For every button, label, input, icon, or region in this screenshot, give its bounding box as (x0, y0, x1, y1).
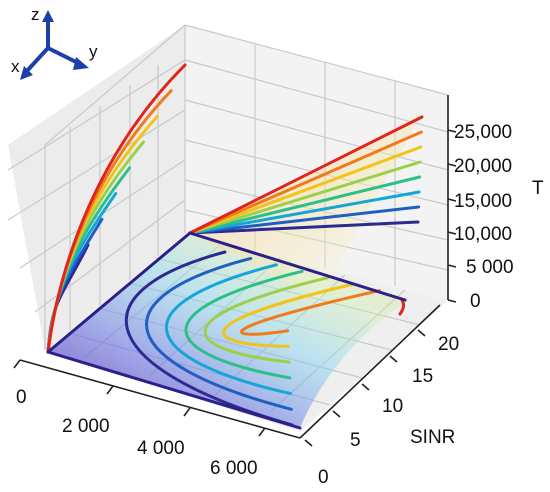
x-tick-label-2: 4 000 (137, 438, 185, 459)
z-tick-mark-2 (447, 231, 457, 235)
y-tick-label-1: 5 (350, 430, 361, 451)
gizmo-z-head (42, 10, 54, 22)
right-wall-curve-0 (188, 220, 420, 235)
right-wall-curve-1 (188, 205, 421, 235)
x-tick-mark-3 (258, 427, 266, 437)
curves (46, 63, 424, 430)
y-tick-label-4: 20 (438, 334, 459, 355)
tick-labels: 0 2 000 4 000 6 000 0 5 10 15 20 0 5 000… (16, 122, 514, 488)
floor-curve-3 (184, 269, 304, 380)
z-tick-mark-0 (447, 299, 457, 303)
y-axis-line (299, 304, 441, 439)
y-tick-mark-4 (417, 329, 426, 337)
right-wall-curve-2 (188, 190, 421, 235)
z-tick-label-2: 10,000 (454, 224, 512, 245)
gizmo-x-label: x (11, 57, 20, 76)
y-tick-mark-3 (389, 355, 398, 363)
surface-wall (190, 115, 420, 300)
gizmo-z-label: z (31, 5, 40, 24)
left-wall-curve-7 (46, 63, 187, 354)
x-tick-mark-2 (183, 407, 191, 417)
x-tick-mark-0 (13, 359, 21, 369)
x-tick-label-1: 2 000 (62, 416, 110, 437)
gizmo-y-arrow (47, 46, 81, 66)
grid-left-h2 (7, 109, 186, 221)
y-tick-label-0: 0 (318, 467, 329, 488)
grid-left-h1 (7, 59, 186, 171)
floor-curve-0 (124, 250, 294, 427)
gizmo-x-arrow (24, 46, 50, 74)
floor-curve-4 (203, 276, 330, 364)
surface-front-edge (46, 350, 302, 430)
right-wall-curve-3 (188, 175, 422, 235)
grid-right-h1 (184, 59, 449, 133)
z-tick-mark-1 (447, 264, 457, 268)
z-tick-label-3: 15,000 (454, 191, 512, 212)
x-axis-line (19, 359, 301, 439)
right-wall-curve-7 (188, 115, 424, 235)
z-tick-mark-5 (447, 129, 457, 133)
grid-top-right-edge (184, 24, 449, 96)
right-wall-curve-5 (188, 145, 423, 235)
x-tick-label-0: 0 (16, 387, 27, 408)
right-wall-curve-4 (188, 160, 422, 235)
z-axis-label: T (532, 178, 544, 199)
x-tick-label-3: 6 000 (210, 458, 258, 479)
floor-curve-1 (145, 256, 293, 411)
z-tick-label-5: 25,000 (454, 122, 512, 143)
y-tick-mark-0 (304, 439, 313, 447)
z-tick-label-0: 0 (470, 291, 481, 312)
floor-curve-7 (398, 298, 405, 316)
floor-curve-5 (222, 282, 356, 348)
z-tick-mark-4 (447, 163, 457, 167)
z-tick-label-1: 5 000 (466, 257, 514, 278)
z-tick-label-4: 20,000 (454, 156, 512, 177)
y-axis-label: SINR (410, 427, 455, 448)
grid-right-h2 (184, 99, 449, 171)
surface-left-edge (46, 231, 192, 354)
x-tick-mark-1 (106, 385, 114, 395)
surface-top-edge (188, 231, 407, 302)
y-tick-mark-2 (361, 383, 370, 391)
floor-curve-2 (165, 263, 293, 396)
gizmo-x-head (20, 66, 33, 80)
grid-top-left-edge (44, 24, 186, 146)
y-tick-label-3: 15 (412, 366, 433, 387)
gizmo-y-head (73, 57, 89, 70)
y-tick-label-2: 10 (382, 396, 403, 417)
gizmo-y-label: y (89, 42, 98, 61)
z-tick-mark-3 (447, 198, 457, 202)
floor-curve-6 (240, 289, 381, 336)
right-wall-curve-6 (188, 130, 423, 235)
tick-marks (13, 129, 457, 447)
orientation-gizmo: z x y (11, 5, 98, 80)
y-tick-mark-1 (332, 410, 341, 418)
axis-lines (19, 95, 449, 439)
